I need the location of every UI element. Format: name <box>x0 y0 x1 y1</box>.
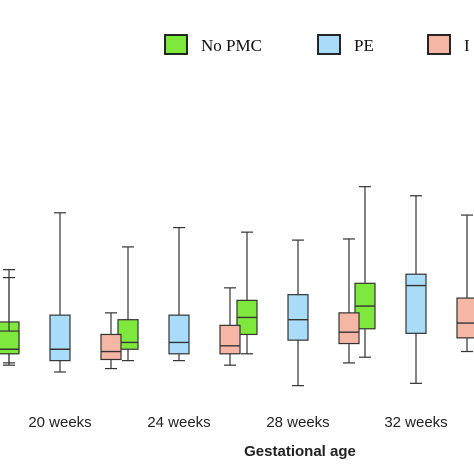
box-plot <box>219 287 241 366</box>
box-plot <box>49 212 71 373</box>
legend-label: I <box>464 36 470 55</box>
box-plot <box>100 312 122 370</box>
box-plot <box>168 226 190 362</box>
x-tick-labels: 20 weeks 24 weeks 28 weeks 32 weeks <box>28 414 447 431</box>
x-tick-label: 28 weeks <box>266 414 329 431</box>
box-plot <box>338 238 360 364</box>
iqr-box <box>0 330 20 355</box>
iqr-box <box>287 294 309 341</box>
legend-swatch <box>317 34 341 55</box>
box-plot <box>456 214 474 353</box>
legend-item: No PMC <box>164 34 262 55</box>
boxes <box>0 186 474 387</box>
legend: No PMC PE I <box>164 34 470 55</box>
box-plot <box>236 231 258 355</box>
iqr-box <box>338 312 360 345</box>
iqr-box <box>49 314 71 362</box>
iqr-box <box>456 297 474 339</box>
iqr-box <box>100 333 122 361</box>
iqr-box <box>219 324 241 355</box>
x-tick-label: 24 weeks <box>147 414 210 431</box>
legend-label: PE <box>354 36 374 55</box>
legend-swatch <box>427 34 451 55</box>
legend-swatch <box>164 34 188 55</box>
box-plot <box>405 195 427 384</box>
legend-item: I <box>427 34 470 55</box>
box-plot <box>354 186 376 358</box>
x-axis-title: Gestational age <box>244 443 356 460</box>
legend-item: PE <box>317 34 374 55</box>
legend-label: No PMC <box>201 36 262 55</box>
box-plot <box>117 246 139 362</box>
x-tick-label: 20 weeks <box>28 414 91 431</box>
x-tick-label: 32 weeks <box>384 414 447 431</box>
box-plot <box>287 239 309 387</box>
iqr-box <box>405 273 427 334</box>
box-plot <box>0 277 20 366</box>
iqr-box <box>168 314 190 355</box>
